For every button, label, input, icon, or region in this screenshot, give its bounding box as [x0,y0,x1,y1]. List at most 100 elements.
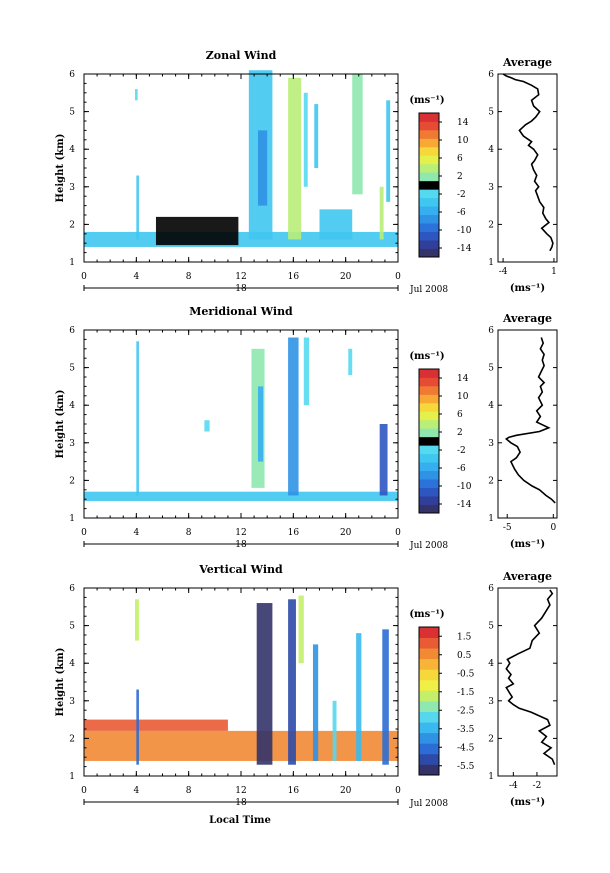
data-cell [136,689,139,765]
colorbar-swatch [419,648,439,660]
avg-y-tick-label: 2 [488,734,494,744]
y-axis-label: Height (km) [55,390,66,459]
colorbar-swatch [419,377,439,387]
y-tick-label: 2 [69,734,75,744]
colorbar-swatch [419,487,439,497]
avg-x-tick-label: -4 [499,267,508,277]
colorbar-tick-label: -14 [457,500,472,510]
colorbar-tick-label: 2 [457,428,463,438]
colorbar-swatch [419,743,439,755]
data-cell [379,424,388,496]
colorbar-tick-label: -2 [457,190,466,200]
colorbar-swatch [419,711,439,723]
colorbar-swatch [419,121,439,131]
colorbar-unit-label: (ms⁻¹) [409,351,444,362]
colorbar-unit-label: (ms⁻¹) [409,95,444,106]
colorbar-swatch [419,732,439,744]
colorbar-tick-label: 10 [457,392,469,402]
y-tick-label: 4 [69,659,75,669]
data-cell [84,491,398,502]
avg-y-tick-label: 2 [488,476,494,486]
avg-y-tick-label: 6 [488,70,494,80]
colorbar-swatch [419,462,439,472]
colorbar-swatch [419,504,439,514]
data-cell [348,348,353,376]
avg-x-tick-label: -5 [503,523,512,533]
colorbar-swatch [419,197,439,207]
y-tick-label: 1 [69,772,75,782]
data-cell [84,730,398,761]
panel-title: Zonal Wind [206,49,277,62]
colorbar-swatch [419,206,439,216]
avg-y-tick-label: 1 [488,258,494,268]
y-tick-label: 6 [69,70,75,80]
x-tick-label: 0 [395,786,401,796]
colorbar-tick-label: -2.5 [457,706,475,716]
x-tick-label: 16 [288,786,300,796]
average-profile-line [504,337,556,504]
data-cell [319,209,353,240]
data-cell [314,104,319,168]
data-cell [352,74,363,195]
bottom-x-axis-label: Local Time [209,815,271,826]
data-cell [135,599,139,641]
y-tick-label: 5 [69,622,75,632]
y-tick-label: 4 [69,145,75,155]
data-cell [303,92,308,187]
colorbar-swatch [419,240,439,249]
avg-y-tick-label: 1 [488,514,494,524]
colorbar-swatch [419,479,439,488]
data-cell [288,337,299,496]
y-tick-label: 2 [69,476,75,486]
avg-y-tick-label: 1 [488,772,494,782]
x-tick-label: 4 [133,786,139,796]
x-tick-label: 0 [81,528,87,538]
x-tick-label: 12 [235,786,246,796]
avg-y-tick-label: 4 [488,401,494,411]
avg-y-tick-label: 5 [488,364,494,374]
data-cell [258,130,268,206]
data-cell [136,175,139,240]
avg-x-axis-label: (ms⁻¹) [510,283,545,294]
avg-y-tick-label: 3 [488,183,494,193]
average-profile-line [505,589,556,766]
average-title: Average [502,56,552,69]
x-tick-label: 20 [340,272,352,282]
y-tick-label: 4 [69,401,75,411]
colorbar-swatch [419,369,439,378]
colorbar-swatch [419,753,439,765]
x-tick-label: 12 [235,272,246,282]
data-cell [332,700,337,761]
colorbar-swatch [419,214,439,224]
y-tick-label: 3 [69,183,75,193]
x-tick-label: 20 [340,786,352,796]
x-tick-label: 0 [395,528,401,538]
colorbar-swatch [419,445,439,455]
x-tick-label: 4 [133,272,139,282]
colorbar-swatch [419,189,439,199]
colorbar-swatch [419,637,439,649]
x-tick-label: 0 [395,272,401,282]
data-cell [155,216,239,246]
x-tick-label: 0 [81,272,87,282]
colorbar-tick-label: -0.5 [457,669,475,679]
colorbar-swatch [419,385,439,395]
x-tick-label: 8 [186,786,192,796]
data-cell [356,633,362,761]
colorbar-swatch [419,394,439,404]
colorbar-swatch [419,411,439,421]
vertical-average-panel: Average 1 2 3 4 5 6 -4 -2 (ms⁻¹) [488,570,558,808]
y-tick-label: 6 [69,326,75,336]
day-label: 18 [235,798,247,808]
y-tick-label: 5 [69,108,75,118]
data-cell [312,644,319,761]
avg-x-tick-label: -2 [533,781,542,791]
y-tick-label: 3 [69,697,75,707]
avg-y-tick-label: 3 [488,439,494,449]
colorbar-swatch [419,155,439,165]
y-tick-label: 3 [69,439,75,449]
colorbar-swatch [419,722,439,734]
colorbar-frame [418,626,440,776]
